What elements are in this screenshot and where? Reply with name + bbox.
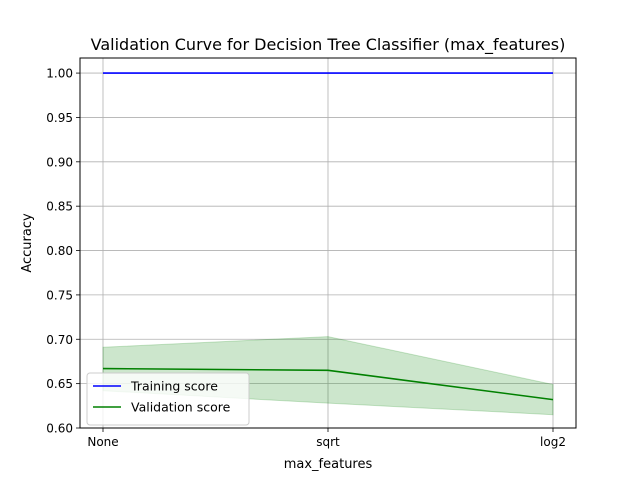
y-tick-label: 1.00 — [46, 67, 73, 81]
x-tick-label: sqrt — [316, 435, 340, 449]
legend: Training score Validation score — [86, 372, 250, 426]
y-axis-label: Accuracy — [20, 213, 35, 273]
y-tick-label: 0.60 — [46, 422, 73, 436]
y-tick-label: 0.85 — [46, 200, 73, 214]
y-tick-label: 0.65 — [46, 377, 73, 391]
x-tick-label: None — [87, 435, 118, 449]
x-axis-label: max_features — [284, 457, 373, 472]
y-tick-label: 0.70 — [46, 333, 73, 347]
chart-title: Validation Curve for Decision Tree Class… — [91, 35, 566, 55]
legend-label-validation-score: Validation score — [131, 400, 231, 415]
legend-box — [86, 372, 250, 426]
axis-ticks: None sqrt log2 0.60 0.65 0.70 0.75 0.80 0.85 0.90… — [46, 67, 566, 449]
x-tick-label: log2 — [540, 435, 566, 449]
validation-score-line — [102, 367, 554, 401]
grid-lines — [80, 58, 576, 429]
legend-label-training-score: Training score — [130, 379, 218, 394]
score-lines — [102, 72, 554, 401]
y-tick-label: 0.95 — [46, 111, 73, 125]
y-tick-label: 0.90 — [46, 155, 73, 169]
y-tick-label: 0.75 — [46, 288, 73, 302]
y-tick-label: 0.80 — [46, 244, 73, 258]
